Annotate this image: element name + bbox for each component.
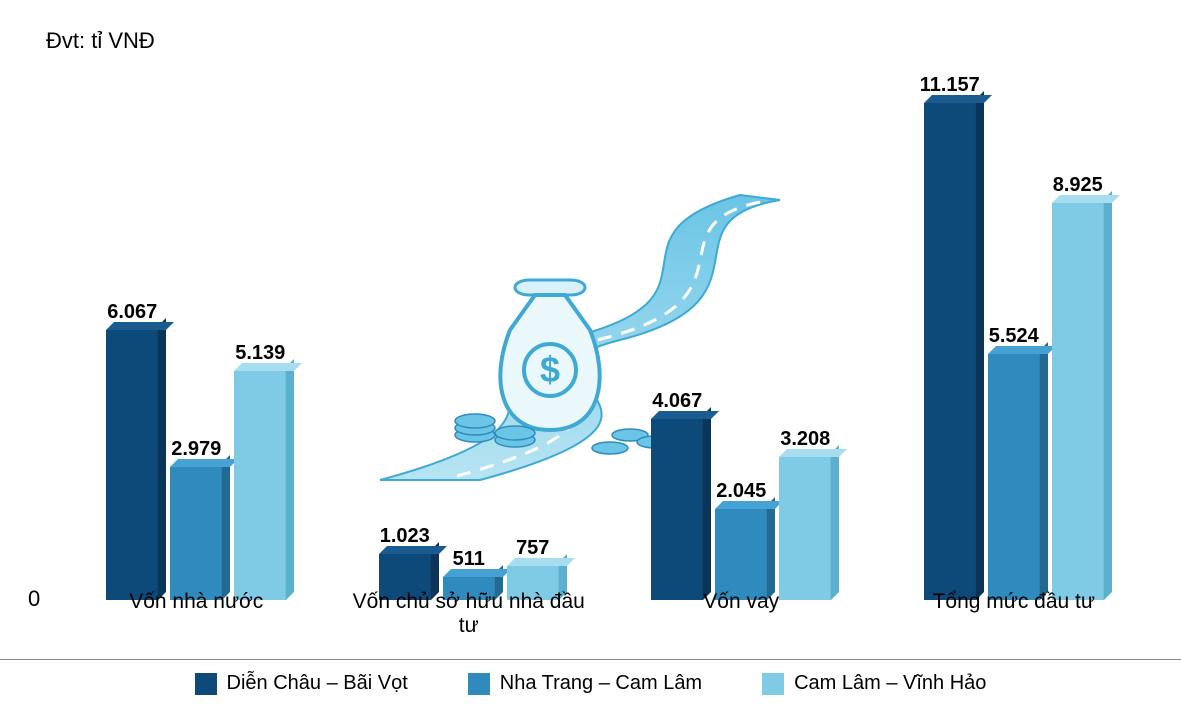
bar-value-label: 4.067 [652,390,702,413]
category-labels-row: Vốn nhà nước Vốn chủ sở hữu nhà đầu tư Vốn… [60,590,1150,638]
bar-top [379,546,447,554]
bar-side [976,91,984,600]
bar-rect [234,371,286,600]
legend-label: Diễn Châu – Bãi Vọt [227,672,408,695]
bar-top [1052,195,1120,203]
bar-value-label: 6.067 [107,301,157,324]
legend-item: Diễn Châu – Bãi Vọt [195,672,408,695]
bar: 8.925 [1050,174,1106,600]
bar: 2.045 [713,480,769,600]
bar: 5.139 [232,342,288,600]
bar-top [924,95,992,103]
bar-value-label: 511 [453,548,485,571]
bar-value-label: 8.925 [1053,174,1103,197]
bar-side [831,445,839,600]
legend-swatch [195,673,217,695]
bar-side [767,497,775,600]
bar-side [222,455,230,600]
bar-top [651,411,719,419]
bar-group: 6.067 2.979 5.139 [104,301,288,600]
bar-top [106,322,174,330]
category-label: Vốn chủ sở hữu nhà đầu tư [347,590,591,638]
category-label: Vốn vay [619,590,863,638]
bar-top [988,346,1056,354]
bar-group: 4.067 2.045 3.208 [649,390,833,600]
chart-area: $ 0 6.0672.9795.1391.0235117574.0672.045… [60,60,1150,600]
bar-side [286,359,294,600]
bar-rect [779,457,831,600]
bar: 11.157 [922,74,978,600]
bar: 2.979 [168,438,224,600]
bar-rect [106,330,158,600]
bar-top [443,569,511,577]
bar-group: 11.157 5.524 8.925 [922,74,1106,600]
bar: 5.524 [986,325,1042,600]
bar-value-label: 5.139 [235,342,285,365]
legend-item: Cam Lâm – Vĩnh Hảo [762,672,986,695]
bar-rect [988,354,1040,600]
bar-rect [651,419,703,600]
bar-value-label: 11.157 [920,74,980,97]
bar-top [779,449,847,457]
bar-rect [1052,203,1104,600]
bar-rect [924,103,976,600]
unit-label: Đvt: tỉ VNĐ [46,28,155,54]
bar-value-label: 5.524 [989,325,1039,348]
bar-top [234,363,302,371]
bar-top [170,459,238,467]
legend-label: Nha Trang – Cam Lâm [500,672,702,695]
category-label: Vốn nhà nước [74,590,318,638]
bar: 3.208 [777,428,833,600]
category-label: Tổng mức đầu tư [892,590,1136,638]
bar-top [507,558,575,566]
bar-rect [715,509,767,600]
bar-value-label: 2.045 [716,480,766,503]
bar-rect [170,467,222,600]
legend-swatch [762,673,784,695]
bar-value-label: 757 [516,537,549,560]
bar-side [703,407,711,600]
bar-group: 1.023 511 757 [377,525,561,600]
bar-side [1104,191,1112,600]
axis-zero-label: 0 [28,586,40,612]
bar-groups: 6.067 2.979 5.139 1.023 511 757 4.067 2.045 3.20… [60,60,1150,600]
legend-swatch [468,673,490,695]
legend-item: Nha Trang – Cam Lâm [468,672,702,695]
bar: 4.067 [649,390,705,600]
bar-side [1040,342,1048,600]
bar-value-label: 1.023 [380,525,430,548]
bar-side [158,318,166,600]
legend: Diễn Châu – Bãi Vọt Nha Trang – Cam Lâm Ca… [0,659,1181,695]
bar-value-label: 3.208 [780,428,830,451]
bar: 1.023 [377,525,433,600]
bar-value-label: 2.979 [171,438,221,461]
bar-top [715,501,783,509]
bar: 6.067 [104,301,160,600]
legend-label: Cam Lâm – Vĩnh Hảo [794,672,986,695]
